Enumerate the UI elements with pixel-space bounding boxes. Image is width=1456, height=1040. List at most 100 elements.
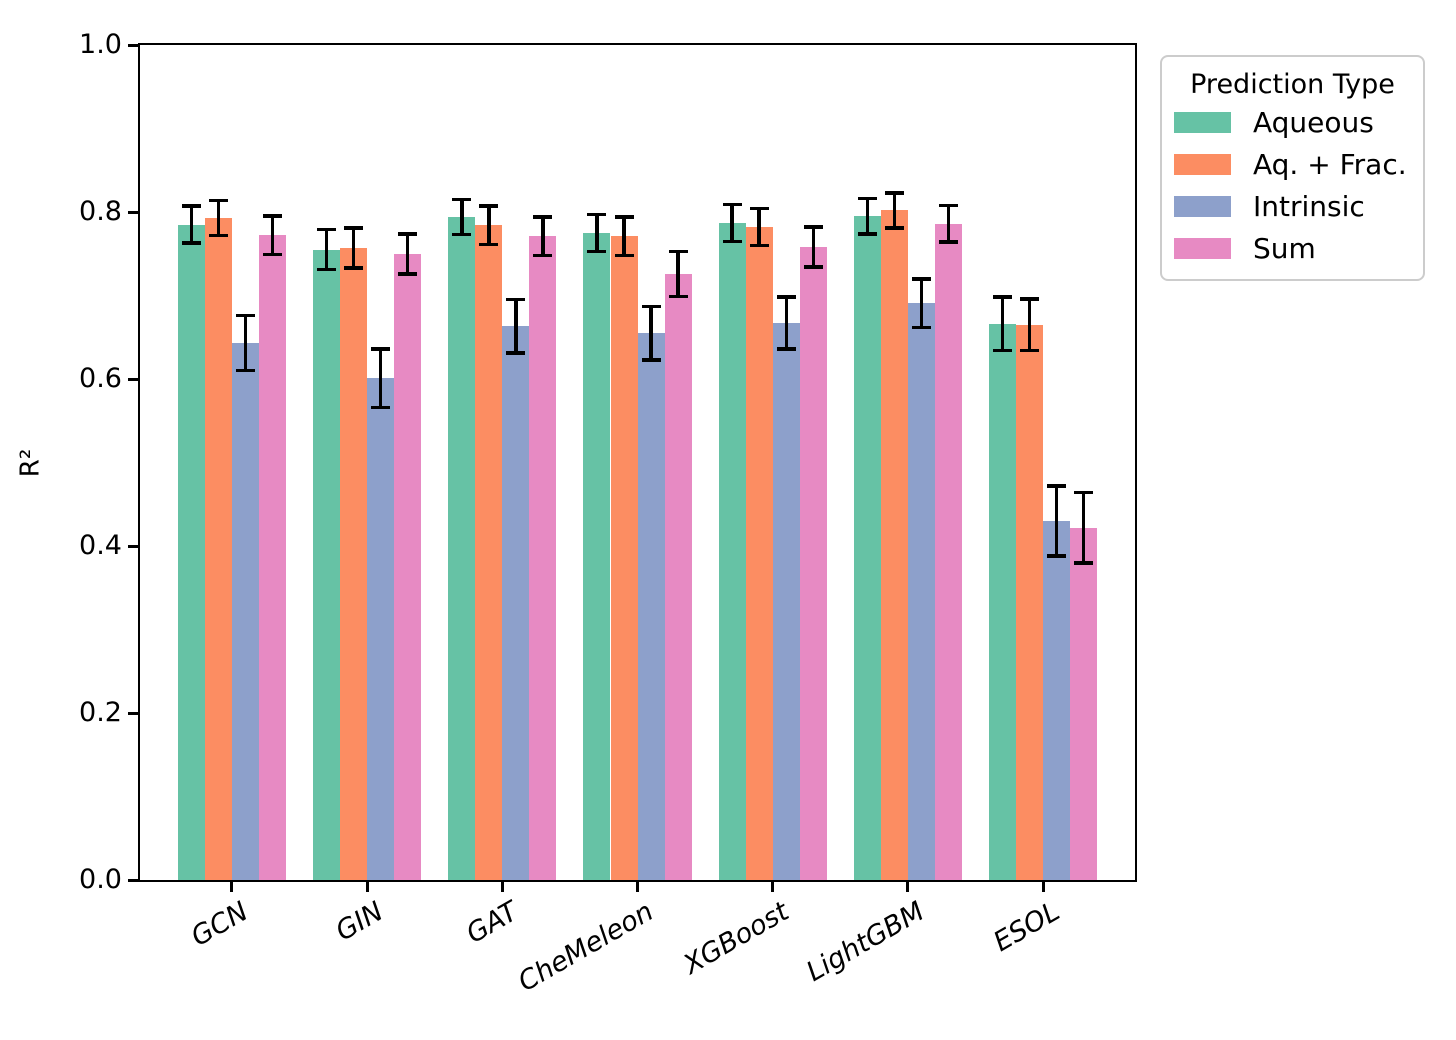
error-bar [1027,298,1032,351]
error-bar [946,205,951,242]
bar-sum-lightgbm [934,223,962,880]
error-bar-cap [722,239,742,243]
bar-aqueous-chemeleon [583,232,611,880]
error-bar [757,208,761,246]
bar-sum-chemeleon [664,273,692,880]
bar-aqueous-xgboost [718,222,746,880]
y-tick-label: 0.8 [79,196,122,227]
bar-aqfrac-gcn [204,217,232,880]
error-bar-cap [641,304,661,309]
error-bar-cap [749,206,769,211]
error-bar-cap [668,249,688,253]
bar-aqfrac-gin [340,247,368,880]
error-bar [216,200,221,236]
bar-aqfrac-lightgbm [880,210,908,880]
legend-swatch [1174,111,1231,133]
y-tick-label: 0.0 [79,864,122,895]
error-bar-cap [452,232,472,237]
y-axis-label: R² [2,43,58,882]
error-bar-cap [668,294,688,299]
error-bar-cap [938,203,958,208]
error-bar [892,192,897,228]
error-bar [1054,485,1059,556]
error-bar-cap [857,232,877,236]
error-bar [622,217,626,256]
error-bar-cap [533,253,553,258]
y-tick-mark [128,544,138,548]
x-tick-label-text: XGBoost [678,896,795,981]
error-bar-cap [208,233,228,238]
x-tick-mark [1041,882,1045,892]
error-bar-cap [722,202,742,207]
error-bar-cap [371,347,391,351]
error-bar [460,199,464,235]
bar-intrinsic-lightgbm [907,303,935,880]
y-tick-label: 0.4 [79,530,122,561]
error-bar [730,204,734,242]
bar-aqfrac-esol [1016,324,1043,880]
error-bar-cap [371,405,391,410]
error-bar-cap [1020,297,1040,301]
bar-aqueous-lightgbm [853,216,881,880]
error-bar [865,198,870,234]
bar-intrinsic-gat [502,326,530,880]
legend-item: Aqueous [1162,101,1423,143]
x-tick-label-text: LightGBM [801,896,930,988]
error-bar [595,214,599,252]
error-bar [1081,492,1086,563]
x-tick-label-text: GAT [461,896,524,950]
legend-title: Prediction Type [1190,69,1395,100]
legend-item-label: Aqueous [1253,105,1374,139]
error-bar [514,299,518,354]
bar-aqfrac-gat [475,225,503,880]
error-bar-cap [235,313,255,318]
error-bar-cap [506,351,526,355]
error-bar-cap [614,253,634,258]
bar-intrinsic-xgboost [772,323,800,880]
x-tick-mark [906,882,910,892]
error-bar-cap [911,325,931,329]
error-bar [324,229,329,270]
bar-intrinsic-gin [367,378,395,880]
y-tick-mark [128,377,138,381]
x-tick-mark [230,882,234,892]
legend-item: Intrinsic [1162,185,1423,227]
error-bar [811,227,815,268]
x-tick-label-text: GCN [185,896,254,953]
error-bar-cap [641,358,661,362]
x-tick-mark [771,882,775,892]
error-bar [1000,297,1005,351]
y-tick-label: 0.2 [79,697,122,728]
error-bar [784,297,788,349]
legend-swatch [1174,237,1231,259]
error-bar [487,206,491,245]
error-bar-cap [803,265,823,269]
error-bar-cap [398,232,418,236]
y-tick-mark [128,878,138,882]
y-axis-label-text: R² [15,448,45,477]
error-bar-cap [533,215,553,219]
error-bar-cap [344,226,364,230]
legend-items: Aqueous Aq. + Frac. Intrinsic Sum [1162,101,1423,269]
legend-item-label: Sum [1253,231,1316,265]
bar-aqfrac-xgboost [745,227,773,880]
error-bar-cap [911,277,931,281]
y-tick-mark [128,210,138,214]
legend-swatch [1174,195,1231,217]
bar-sum-gcn [259,235,286,880]
legend-item: Sum [1162,227,1423,269]
error-bar-cap [263,252,282,257]
error-bar-cap [479,242,499,247]
bar-aqueous-gcn [177,224,205,880]
error-bar [541,217,545,256]
legend: Prediction Type Aqueous Aq. + Frac. Intrin… [1160,55,1425,281]
bar-aqueous-gin [313,249,340,880]
error-bar [405,233,410,274]
error-bar-cap [1047,484,1067,488]
error-bar [243,315,248,371]
bar-intrinsic-esol [1043,521,1071,880]
error-bar-cap [181,241,201,245]
error-bar-cap [803,225,823,229]
error-bar-cap [317,227,337,232]
